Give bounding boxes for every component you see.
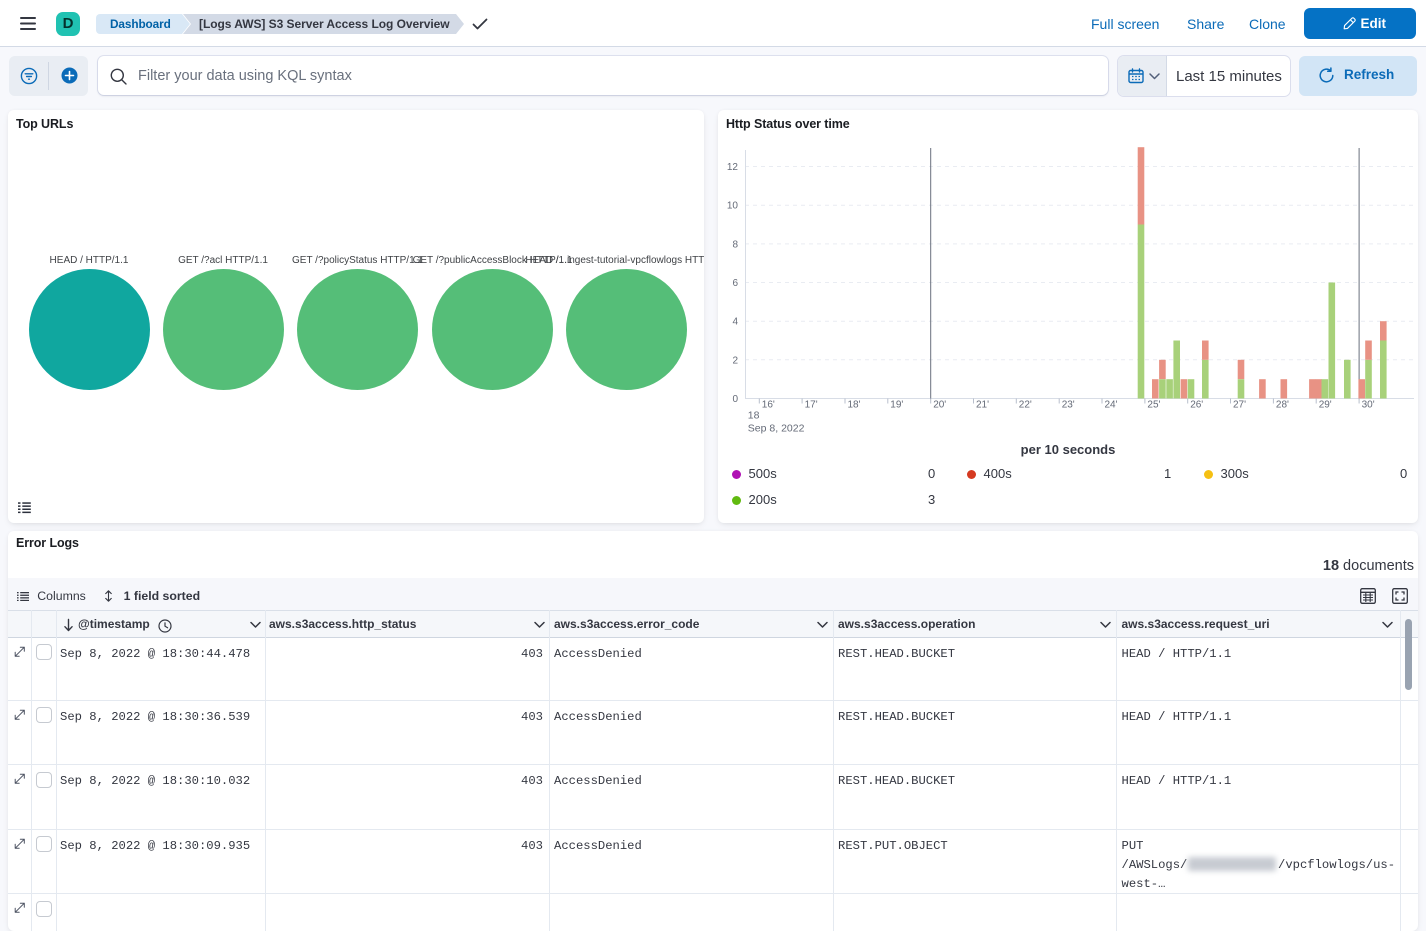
svg-text:4: 4 (732, 317, 738, 328)
svg-text:24': 24' (1105, 400, 1118, 411)
svg-text:27': 27' (1233, 400, 1246, 411)
svg-text:6: 6 (732, 278, 738, 289)
svg-text:18': 18' (848, 400, 861, 411)
svg-text:2: 2 (732, 355, 738, 366)
svg-text:18: 18 (748, 410, 760, 422)
svg-text:30': 30' (1362, 400, 1375, 411)
svg-text:29': 29' (1319, 400, 1332, 411)
svg-text:8: 8 (732, 239, 738, 250)
svg-text:19': 19' (890, 400, 903, 411)
svg-text:22': 22' (1019, 400, 1032, 411)
svg-text:23': 23' (1062, 400, 1075, 411)
svg-text:28': 28' (1276, 400, 1289, 411)
svg-text:0: 0 (732, 394, 738, 405)
svg-text:26': 26' (1190, 400, 1203, 411)
svg-text:12: 12 (727, 162, 739, 173)
svg-text:21': 21' (976, 400, 989, 411)
svg-text:16': 16' (762, 400, 775, 411)
svg-text:10: 10 (727, 201, 739, 212)
svg-text:17': 17' (805, 400, 818, 411)
svg-text:Sep 8, 2022: Sep 8, 2022 (748, 423, 805, 435)
svg-text:20': 20' (933, 400, 946, 411)
svg-text:25': 25' (1147, 400, 1160, 411)
